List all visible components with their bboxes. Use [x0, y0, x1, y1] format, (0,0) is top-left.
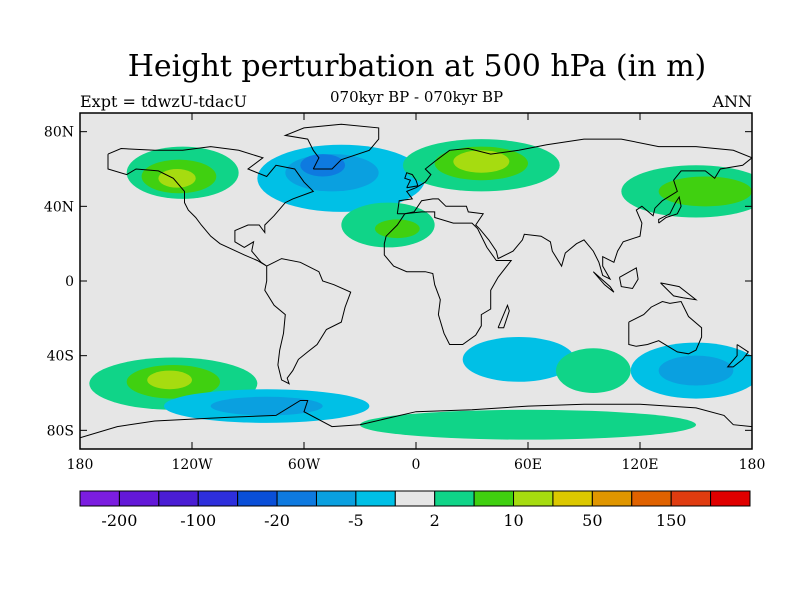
coastline-antarctica	[80, 400, 752, 439]
colorbar-swatch	[552, 490, 593, 507]
coastline-new-guinea	[660, 282, 698, 301]
colorbar-swatch	[473, 490, 515, 507]
colorbar: -200 -100 -20 -5 2 10 50 150	[79, 490, 751, 530]
field-region	[658, 176, 752, 207]
coastline-north-america	[107, 146, 315, 267]
coastline-greenland	[283, 123, 380, 170]
colorbar-label: -100	[180, 511, 216, 530]
lat-tick-label: 80S	[47, 423, 74, 439]
colorbar-swatch	[513, 490, 554, 507]
colorbar-swatch	[79, 490, 120, 507]
coastline-africa	[383, 211, 513, 345]
colorbar-swatch	[158, 490, 199, 507]
field-region	[658, 355, 734, 386]
colorbar-swatch	[394, 490, 436, 507]
colorbar-swatch	[434, 490, 475, 507]
lon-tick-label: 60W	[288, 457, 321, 473]
axis-ticks: 180 120W 60W 0 60E 120E 180 80N 40N 0 40S 80S	[44, 113, 765, 473]
lon-tick-label: 180	[67, 457, 94, 473]
field-region	[300, 154, 346, 177]
field-region	[210, 396, 323, 416]
colorbar-swatch	[118, 490, 160, 507]
colorbar-swatch	[355, 490, 396, 507]
colorbar-swatch	[276, 490, 317, 507]
season-label: ANN	[712, 92, 752, 111]
colorbar-label: 50	[582, 511, 602, 530]
colorbar-swatch	[591, 490, 633, 507]
coastline-madagascar	[497, 303, 510, 329]
colorbar-label: 10	[503, 511, 523, 530]
period-subtitle: 070kyr BP - 070kyr BP	[330, 88, 504, 106]
colorbar-label: 2	[430, 511, 440, 530]
colorbar-label: -20	[264, 511, 290, 530]
field-region	[360, 409, 696, 440]
lat-tick-label: 80N	[44, 125, 74, 141]
colorbar-label: 150	[656, 511, 687, 530]
coastline-new-zealand	[726, 344, 750, 368]
colorbar-label: -5	[348, 511, 364, 530]
lon-tick-label: 60E	[514, 457, 542, 473]
coastline-japan	[658, 195, 682, 224]
lon-tick-label: 180	[739, 457, 766, 473]
field-region	[462, 337, 575, 382]
colorbar-swatch	[631, 490, 672, 507]
map-title: Height perturbation at 500 hPa (in m)	[127, 49, 707, 84]
field-region	[556, 348, 631, 393]
colorbar-swatch	[237, 490, 278, 507]
coastline-eurasia-africa	[396, 138, 752, 281]
colorbar-label: -200	[101, 511, 137, 530]
lat-tick-label: 40S	[47, 349, 74, 365]
coastline-australia	[628, 300, 703, 355]
lon-tick-label: 120W	[171, 457, 213, 473]
field-region	[374, 219, 420, 239]
experiment-label: Expt = tdwzU-tdacU	[80, 92, 248, 111]
colorbar-swatch	[197, 490, 239, 507]
coastline-britain	[404, 172, 419, 189]
field-region	[158, 169, 196, 188]
coastline-sumatra	[592, 271, 615, 293]
height-perturbation-field	[89, 139, 752, 440]
lon-tick-label: 120E	[622, 457, 659, 473]
coastline-south-america	[264, 258, 352, 385]
lat-tick-label: 40N	[44, 199, 74, 215]
field-region	[453, 150, 510, 173]
lat-tick-label: 0	[65, 274, 74, 290]
coastline-borneo	[619, 267, 639, 290]
lon-tick-label: 0	[412, 457, 421, 473]
colorbar-swatch	[670, 490, 712, 507]
colorbar-swatch	[710, 490, 751, 507]
coastlines	[80, 123, 752, 439]
field-region	[147, 370, 193, 390]
colorbar-swatch	[315, 490, 357, 507]
